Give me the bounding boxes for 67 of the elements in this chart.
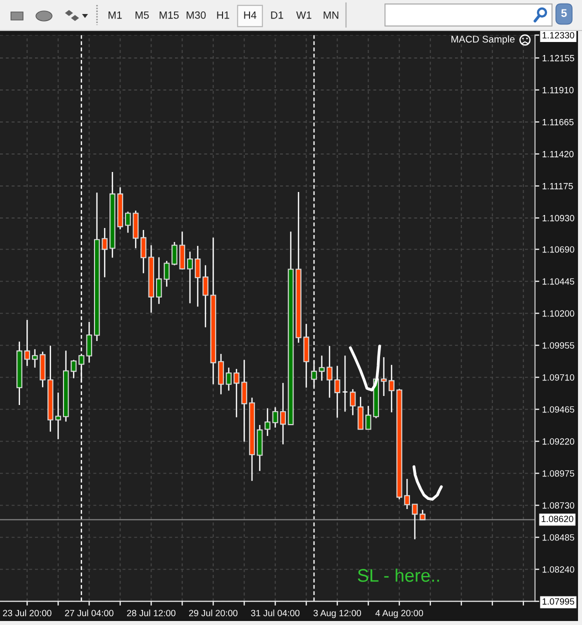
candlestick: [318, 354, 325, 382]
candlestick: [179, 231, 186, 270]
candlestick: [125, 211, 131, 234]
y-tick-label: 1.11420: [542, 150, 574, 158]
candlestick: [280, 382, 286, 445]
candlestick: [226, 367, 232, 392]
y-tick-label: 1.11175: [542, 183, 573, 190]
candlestick: [202, 264, 208, 328]
y-tick-label: 1.09955: [542, 342, 574, 349]
x-tick-label: 4 Aug 20:00: [375, 610, 424, 618]
y-tick-label: 1.09710: [542, 374, 574, 381]
text: MN: [324, 12, 338, 19]
y-tick-label: 1.09465: [542, 406, 574, 413]
candlestick: [404, 478, 410, 510]
candlestick: [264, 408, 270, 437]
candlestick: [140, 229, 146, 274]
text: 5: [561, 9, 567, 17]
candlestick: [156, 256, 162, 305]
candlestick: [272, 406, 278, 428]
y-tick-label: 1.11665: [542, 118, 574, 126]
y-tick-label: 1.08240: [542, 566, 574, 573]
annotation: MACD Sample: [452, 35, 515, 45]
x-tick-label: 29 Jul 20:00: [189, 610, 238, 616]
y-tick-label: 1.12330: [542, 32, 574, 38]
text: H4: [244, 12, 256, 19]
candlestick: [194, 245, 201, 308]
candlestick: [365, 405, 372, 430]
x-tick-label: 27 Jul 04:00: [65, 610, 114, 616]
y-tick-label: 1.10690: [542, 246, 574, 253]
annotation: SL - here..: [358, 568, 439, 582]
candlestick: [334, 365, 340, 418]
y-tick-label: 1.09220: [542, 438, 574, 445]
y-tick-label: 1.08730: [542, 502, 574, 509]
x-tick-label: 31 Jul 04:00: [251, 610, 300, 616]
x-tick-label: 28 Jul 12:00: [127, 610, 176, 616]
candlestick: [172, 241, 178, 266]
candlestick: [388, 364, 394, 413]
candlestick: [350, 388, 356, 416]
candlestick: [241, 359, 248, 442]
y-tick-label: 1.10445: [542, 278, 574, 285]
candlestick: [326, 345, 332, 398]
text: M1: [108, 12, 122, 19]
candlestick: [218, 353, 224, 395]
x-tick-label: 3 Aug 12:00: [314, 610, 362, 618]
candlestick: [358, 396, 364, 430]
text: M30: [186, 11, 206, 19]
text: M5: [136, 12, 149, 19]
text: H1: [217, 12, 230, 19]
y-tick-label: 1.07995: [542, 598, 574, 605]
y-tick-label: 1.08975: [542, 470, 574, 477]
text: M15: [160, 12, 179, 19]
candlestick: [164, 260, 170, 288]
candlestick: [420, 509, 426, 520]
candlestick: [412, 504, 418, 540]
x-tick-label: 23 Jul 20:00: [3, 610, 52, 616]
y-tick-label: 1.10200: [542, 310, 574, 317]
candlestick: [380, 356, 387, 397]
ref-line-label: 1.08620: [542, 516, 574, 522]
text: W1: [296, 12, 312, 19]
y-tick-label: 1.08485: [542, 534, 574, 541]
candlestick: [234, 368, 240, 418]
candlestick: [187, 251, 193, 304]
y-tick-label: 1.11910: [542, 86, 574, 94]
candlestick: [342, 354, 348, 412]
y-tick-label: 1.10930: [542, 214, 574, 222]
text: D1: [271, 12, 284, 19]
y-tick-label: 1.12155: [542, 54, 574, 62]
